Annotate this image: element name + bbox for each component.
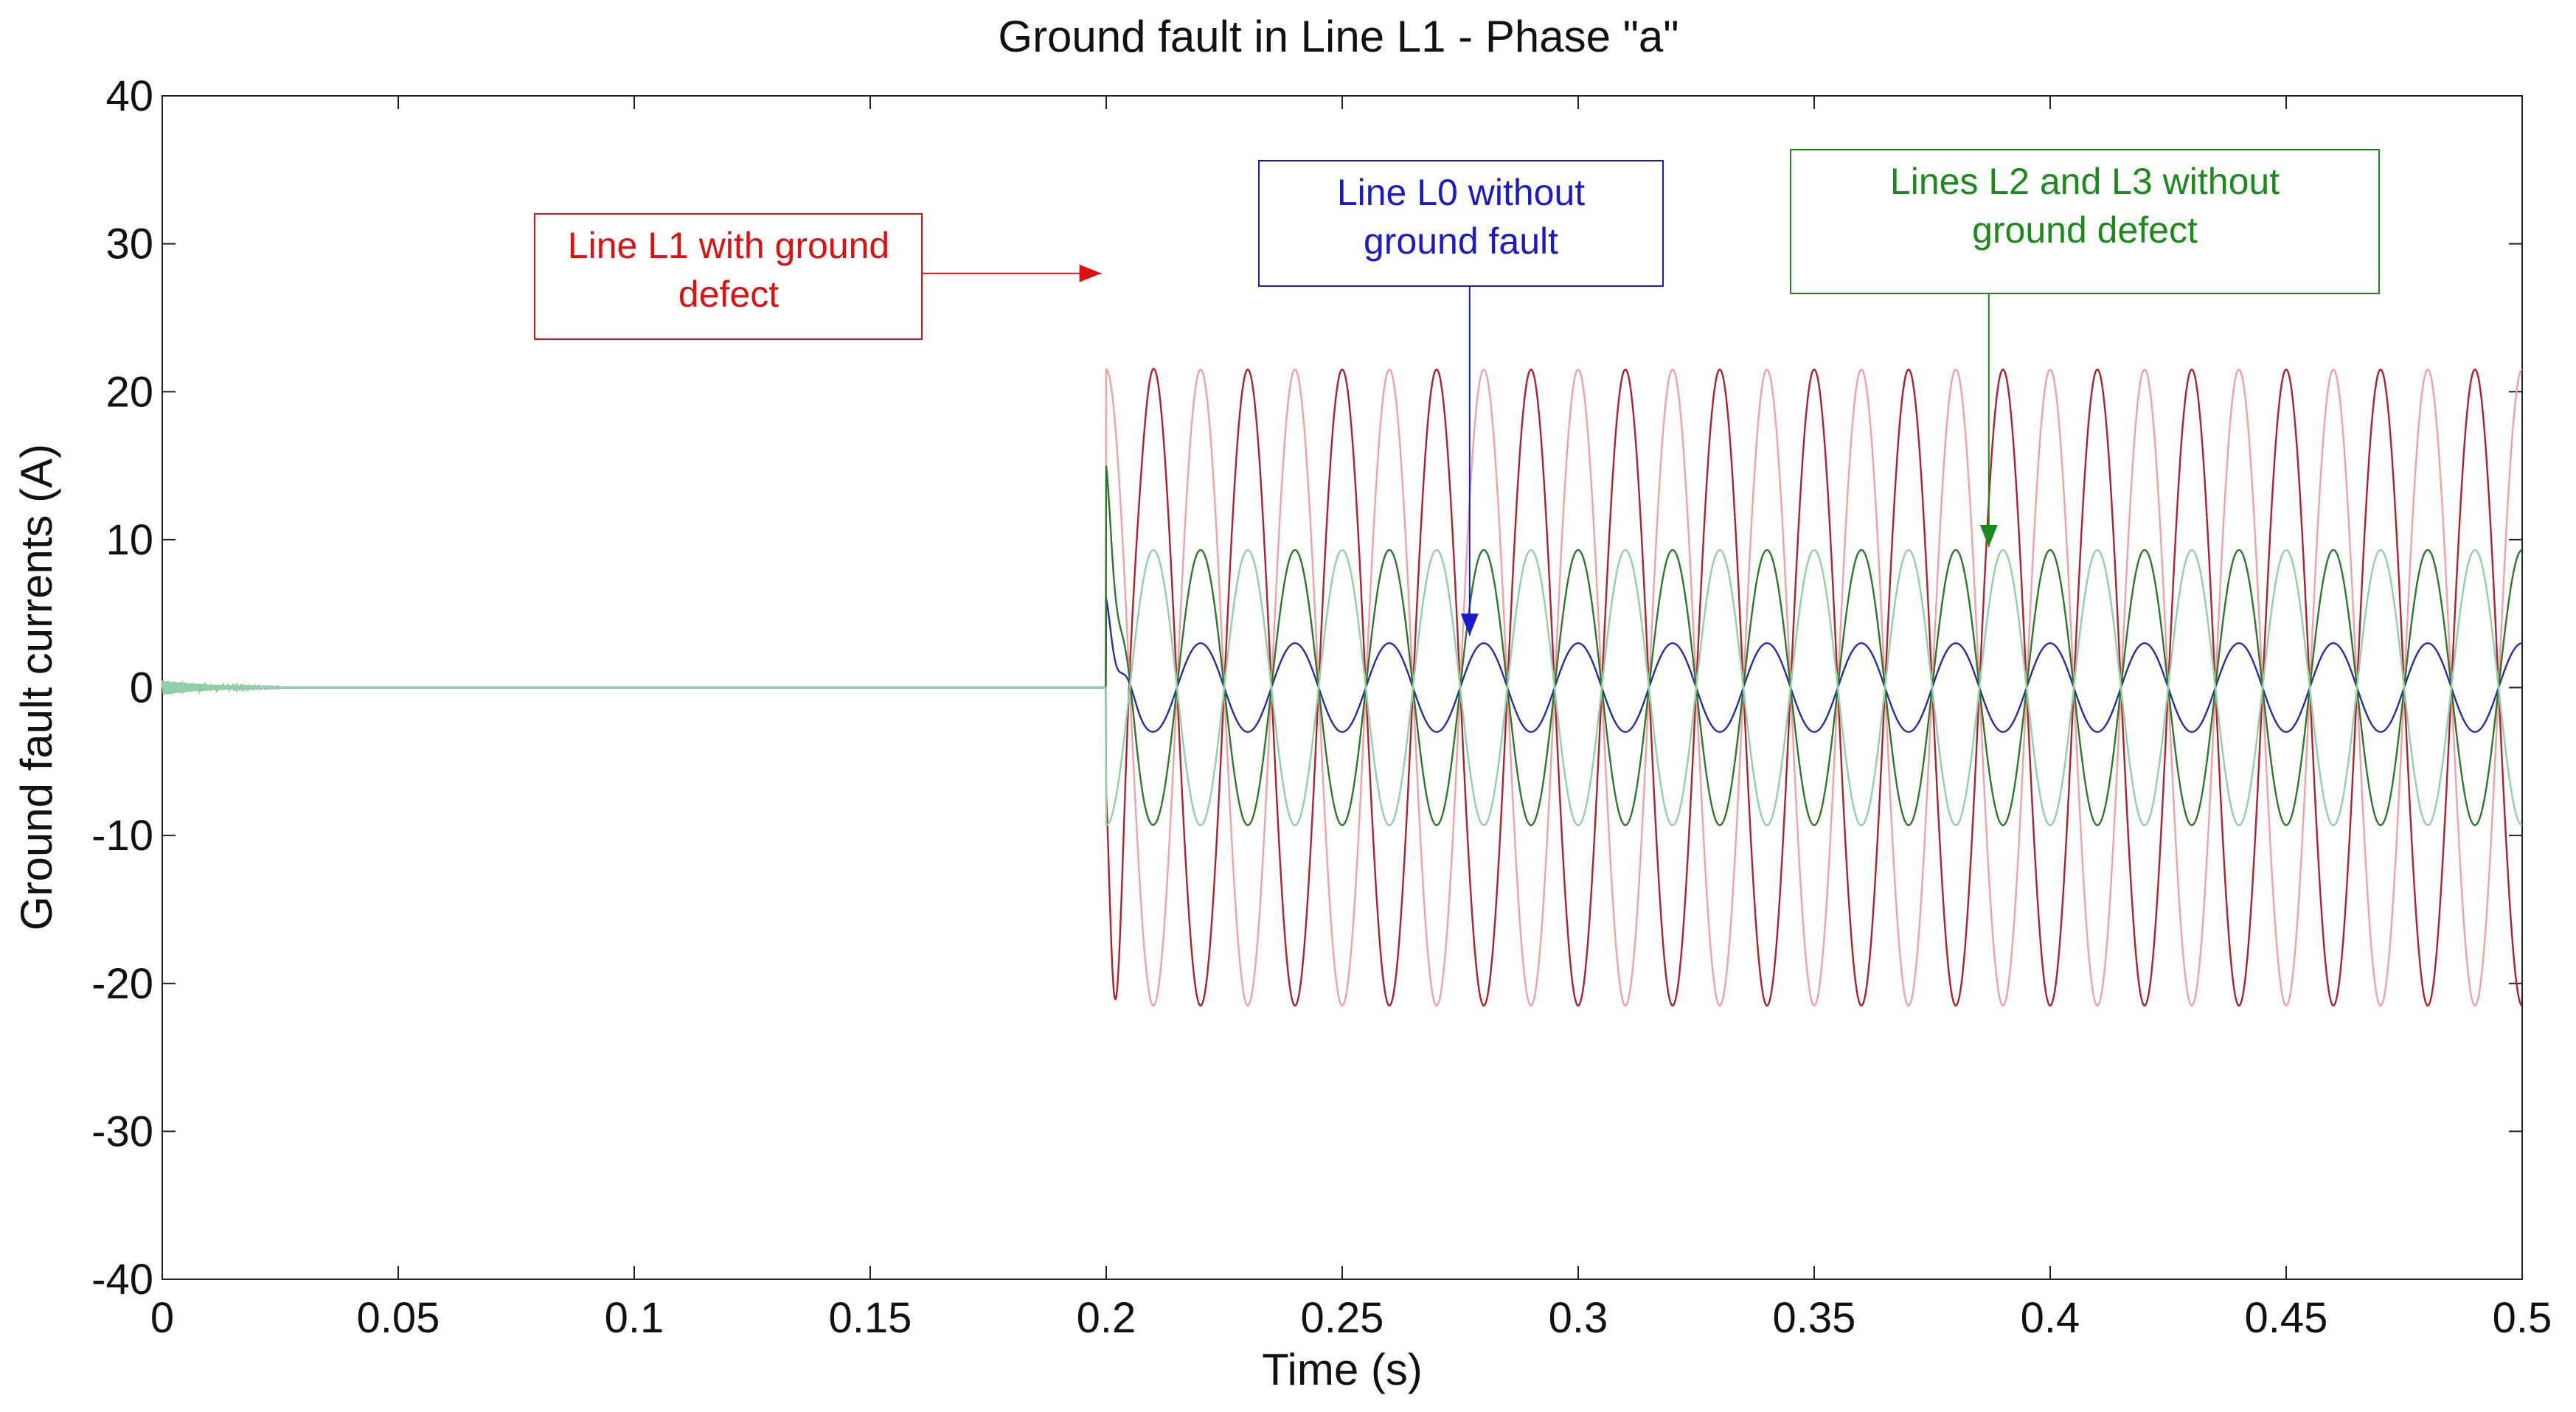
y-ticks: -40 -30 -20 -10 0 10 20 30 40	[91, 72, 2522, 1304]
annotation-box: Line L1 with ground defect	[534, 213, 1102, 340]
annotation-text: Line L0 without	[1337, 172, 1585, 213]
x-tick-label: 0.35	[1773, 1294, 1856, 1342]
chart-title: Ground fault in Line L1 - Phase "a"	[998, 12, 1678, 61]
annotation-arrowhead	[1079, 264, 1102, 282]
x-tick-label: 0.05	[357, 1294, 440, 1342]
x-tick-label: 0.4	[2021, 1294, 2080, 1342]
y-tick-label: 0	[130, 664, 153, 712]
annotation-arrowhead	[1979, 524, 1998, 547]
x-tick-label: 0.45	[2245, 1294, 2328, 1342]
y-tick-label: -10	[91, 812, 153, 860]
x-tick-label: 0	[150, 1294, 174, 1342]
y-axis-label: Ground fault currents (A)	[12, 444, 61, 931]
series-lines	[161, 368, 2523, 1007]
x-tick-label: 0.3	[1549, 1294, 1608, 1342]
y-tick-label: 30	[105, 220, 153, 268]
y-tick-label: 40	[105, 72, 153, 120]
annotation-arrowhead	[1460, 613, 1479, 636]
annotation-text: ground defect	[1972, 209, 2198, 251]
annotation-text: Line L1 with ground	[568, 225, 889, 266]
x-tick-label: 0.15	[829, 1294, 912, 1342]
annotation-text: defect	[678, 274, 779, 315]
annotation-text: ground fault	[1364, 220, 1558, 262]
x-ticks: 0 0.05 0.1 0.15 0.2 0.25 0.3 0.35 0.4 0.45 0.5	[150, 96, 2552, 1342]
x-tick-label: 0.1	[605, 1294, 664, 1342]
x-tick-label: 0.5	[2493, 1294, 2552, 1342]
y-tick-label: -20	[91, 960, 153, 1008]
annotation-text: Lines L2 and L3 without	[1890, 161, 2280, 202]
y-tick-label: 10	[105, 516, 153, 564]
x-axis-label: Time (s)	[1262, 1345, 1423, 1394]
x-tick-label: 0.2	[1077, 1294, 1136, 1342]
y-tick-label: -30	[91, 1107, 153, 1155]
y-tick-label: 20	[105, 368, 153, 416]
y-tick-label: -40	[91, 1256, 153, 1304]
series-line	[161, 549, 2523, 827]
annotation-box: Lines L2 and L3 without ground defect	[1790, 149, 2380, 547]
x-tick-label: 0.25	[1301, 1294, 1384, 1342]
annotations: Line L1 with ground defect Line L0 without…	[534, 149, 2380, 636]
annotation-box: Line L0 without ground fault	[1258, 160, 1664, 636]
